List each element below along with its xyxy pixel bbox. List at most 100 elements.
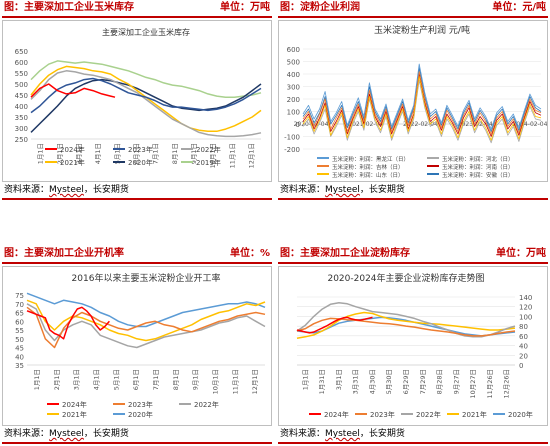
source-line: 资料来源：Mysteel，长安期货 — [278, 428, 548, 444]
x-tick-label: 2月1日 — [53, 369, 61, 390]
series-line — [302, 76, 542, 141]
x-tick-label: 11月1日 — [231, 369, 239, 394]
source-brand: Mysteel — [49, 429, 84, 439]
x-tick-label: 2月1日 — [56, 143, 64, 164]
panel-title: 图：主要深加工企业淀粉库存 — [280, 248, 410, 259]
panel-title: 图：主要深加工企业玉米库存 — [4, 2, 134, 13]
panel-unit: 单位：% — [229, 248, 270, 259]
y-tick-label: 60 — [15, 318, 24, 326]
series-line — [302, 63, 542, 130]
y-tick-label: 400 — [287, 71, 300, 79]
y-tick-label: 0 — [296, 121, 300, 129]
source-prefix: 资料来源： — [4, 185, 50, 195]
series-line — [296, 316, 373, 334]
y-tick-label: 100 — [519, 313, 532, 321]
x-tick-label: 9月1日 — [190, 143, 198, 164]
y-tick-label: -200 — [284, 146, 300, 154]
legend-label: 2022年 — [194, 400, 219, 409]
panel-header: 图：主要深加工企业玉米库存 单位：万吨 — [2, 0, 272, 18]
y-tick-label: 350 — [15, 114, 28, 122]
x-tick-label: 3月1日 — [335, 369, 343, 390]
panel-starch-profit: 图：淀粉企业利润 单位：元/吨 玉米淀粉生产利润 元/吨 600 500 400 300… — [278, 0, 548, 200]
x-tick-label: 4月30日 — [368, 369, 376, 394]
y-tick-label: 450 — [15, 92, 28, 100]
legend-label: 2022年 — [196, 145, 221, 154]
y-tick-label: 500 — [287, 59, 300, 67]
y-tick-label: 60 — [519, 333, 528, 341]
panel-title: 图：淀粉企业利润 — [280, 2, 360, 13]
panel-header: 图：主要深加工企业淀粉库存 单位：万吨 — [278, 246, 548, 264]
y-tick-label: 250 — [15, 136, 28, 144]
x-tick-label: 3月1日 — [75, 143, 83, 164]
x-tick-label: 2021-02-04 — [348, 121, 383, 128]
x-tick-label: 11月1日 — [228, 143, 236, 168]
y-tick-label: 0 — [519, 362, 523, 370]
chart-svg: 2020-2024年主要企业淀粉库存走势图1401201008060402001… — [296, 272, 533, 419]
x-tick-label: 4月1日 — [94, 143, 102, 164]
x-tick-label: 12月26日 — [503, 369, 511, 399]
source-brand: Mysteel — [325, 429, 360, 439]
source-brand: Mysteel — [49, 185, 84, 195]
y-tick-label: 35 — [15, 362, 24, 370]
source-brand: Mysteel — [325, 185, 360, 195]
x-tick-label: 8月28日 — [436, 369, 444, 394]
y-tick-label: 550 — [15, 70, 28, 78]
x-tick-label: 5月30日 — [385, 369, 393, 394]
legend-label: 玉米淀粉：利润：吉林（日） — [332, 163, 404, 171]
x-tick-label: 7月1日 — [152, 369, 160, 390]
legend-label: 玉米淀粉：利润：安徽（日） — [442, 171, 514, 179]
chart-svg: 玉米淀粉生产利润 元/吨 600 500 400 300 200 100 0 -100 -200 2… — [284, 24, 547, 179]
y-tick-label: 65 — [15, 310, 24, 318]
source-suffix: ，长安期货 — [359, 429, 405, 439]
x-tick-label: 3月31日 — [352, 369, 360, 394]
y-tick-label: 300 — [287, 84, 300, 92]
legend-label: 2022年 — [416, 410, 441, 419]
series-line — [296, 311, 516, 340]
x-tick-label: 4月1日 — [92, 369, 100, 390]
x-tick-label: 1月31日 — [318, 369, 326, 394]
x-tick-label: 12月1日 — [251, 369, 259, 394]
x-tick-label: 10月1日 — [211, 369, 219, 394]
y-tick-label: 600 — [287, 46, 300, 54]
chart-title: 玉米淀粉生产利润 元/吨 — [374, 24, 470, 36]
y-tick-label: 40 — [519, 343, 528, 351]
x-tick-label: 1月1日 — [37, 143, 45, 164]
chart-title: 2020-2024年主要企业淀粉库存走势图 — [327, 272, 484, 284]
x-tick-label: 3月1日 — [73, 369, 81, 390]
series-line — [302, 79, 542, 144]
y-tick-label: 500 — [15, 81, 28, 89]
source-prefix: 资料来源： — [280, 185, 326, 195]
series-line — [296, 317, 516, 337]
legend-label: 玉米淀粉：利润：山东（日） — [332, 171, 404, 179]
legend-label: 2024年 — [62, 400, 87, 409]
legend-label: 玉米淀粉：利润：黑龙江（日） — [332, 155, 409, 163]
x-tick-label: 11月26日 — [486, 369, 494, 399]
panel-unit: 单位：元/吨 — [492, 2, 546, 13]
y-tick-label: 600 — [15, 59, 28, 67]
y-tick-label: 40 — [15, 353, 24, 361]
chart-title: 主要深加工企业玉米库存 — [102, 27, 190, 37]
series-line — [302, 73, 542, 137]
y-tick-label: 140 — [519, 294, 532, 302]
x-tick-label: 10月27日 — [469, 369, 477, 399]
y-tick-label: 70 — [15, 301, 24, 309]
x-tick-label: 7月1日 — [152, 143, 160, 164]
chart-box: 主要深加工企业玉米库存 650 600 550 500 450 400 350 300 250 1月… — [2, 20, 272, 182]
y-tick-label: 75 — [15, 292, 24, 300]
legend-label: 2020年 — [128, 158, 153, 167]
x-tick-label: 6月29日 — [402, 369, 410, 394]
chart-box: 2020-2024年主要企业淀粉库存走势图 140 120 100 80 60 40 20 0 1… — [278, 266, 548, 426]
x-tick-label: 7月29日 — [419, 369, 427, 394]
series-line — [26, 306, 266, 349]
source-line: 资料来源：Mysteel，长安期货 — [278, 184, 548, 200]
y-tick-label: 400 — [15, 103, 28, 111]
panel-header: 图：主要深加工企业开机率 单位：% — [2, 246, 272, 264]
y-tick-label: 20 — [519, 352, 528, 360]
source-suffix: ，长安期货 — [83, 429, 129, 439]
x-tick-label: 2022-02-04 — [403, 121, 438, 128]
chart-title: 2016年以来主要玉米淀粉企业开工率 — [72, 272, 221, 284]
y-tick-label: 55 — [15, 327, 24, 335]
x-tick-label: 9月27日 — [452, 369, 460, 394]
legend-label: 2023年 — [370, 410, 395, 419]
source-suffix: ，长安期货 — [83, 185, 129, 195]
